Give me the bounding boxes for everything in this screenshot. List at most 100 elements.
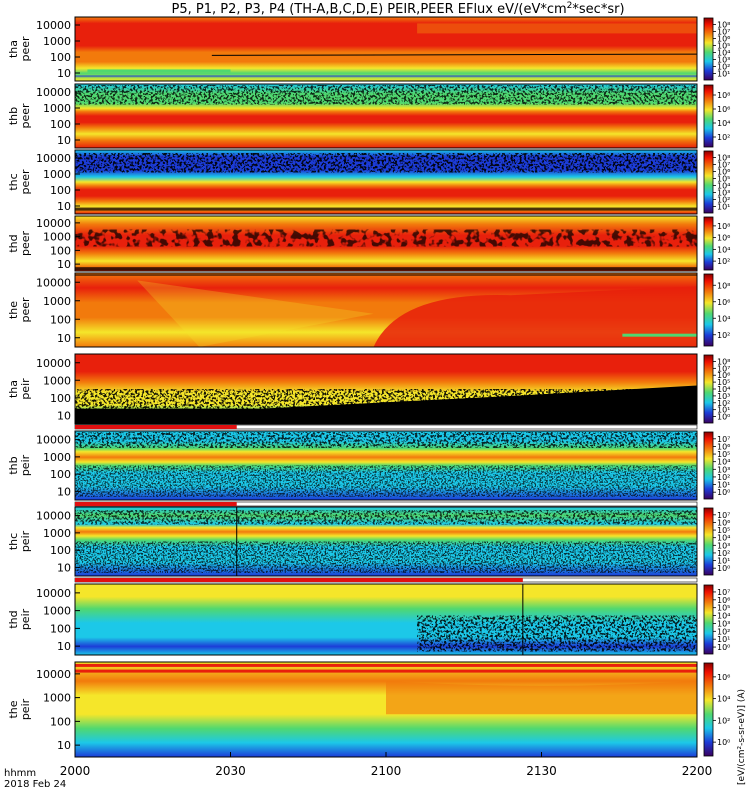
- colorbar-the-peir: 10⁶ 10⁴ 10² 10⁰: [703, 662, 730, 757]
- colorbar-tick-label: 10⁶: [717, 673, 730, 682]
- colorbar-tick-label: 10³: [717, 392, 730, 401]
- colorbar-tick-label: 10¹: [717, 203, 730, 212]
- colorbar-tick-label: 10⁶: [717, 168, 730, 177]
- ytick-label: 10: [57, 134, 71, 147]
- ytick-label: 10000: [36, 152, 71, 165]
- ytick-label: 1000: [43, 168, 71, 181]
- colorbar-tick-label: 10⁷: [717, 364, 730, 373]
- colorbar-tick-label: 10¹: [717, 406, 730, 415]
- colorbar-tick-label: 10²: [717, 549, 730, 558]
- colorbar-tick-label: 10⁶: [717, 442, 730, 451]
- status-bar-fill: [75, 425, 237, 429]
- colorbar-tick-label: 10⁶: [717, 105, 730, 114]
- panel-probe-label: thb: [7, 107, 20, 125]
- colorbar-tick-label: 10⁰: [717, 643, 730, 652]
- chart-title: P5, P1, P2, P3, P4 (TH-A,B,C,D,E) PEIR,P…: [171, 1, 624, 17]
- xtick-label: 2100: [371, 764, 402, 778]
- ytick-label: 10000: [36, 86, 71, 99]
- panel-product-label: peer: [19, 36, 32, 62]
- panel-probe-label: tha: [7, 380, 20, 398]
- colorbar-tick-label: 10⁰: [717, 413, 730, 422]
- colorbar-tick-label: 10²: [717, 399, 730, 408]
- panel-thb-peer: 10000 1000 100 10 thb peer 10⁸ 10⁶ 10⁴ 10²: [7, 83, 730, 149]
- ytick-label: 100: [50, 244, 71, 257]
- colorbar-tick-label: 10⁵: [717, 526, 730, 535]
- panel-product-label: peer: [19, 103, 32, 129]
- colorbar-thd-peer: 10⁸ 10⁶ 10⁴ 10²: [703, 216, 730, 271]
- colorbar-tick-label: 10³: [717, 541, 730, 550]
- panel-product-label: peer: [19, 297, 32, 323]
- status-bar-fill: [75, 578, 523, 582]
- colorbar-tick-label: 10⁴: [717, 458, 730, 467]
- colorbar-tick-label: 10¹: [717, 70, 730, 79]
- colorbar-tick-label: 10⁸: [717, 357, 730, 366]
- panel-probe-label: the: [7, 700, 20, 718]
- panel-product-label: peir: [19, 608, 32, 630]
- xtick-label: 2000: [60, 764, 91, 778]
- ytick-label: 1000: [43, 102, 71, 115]
- ytick-label: 1000: [43, 605, 71, 618]
- colorbar-tick-label: 10³: [717, 465, 730, 474]
- ytick-label: 100: [50, 622, 71, 635]
- colorbar-tick-label: 10⁴: [717, 182, 730, 191]
- colorbar-tick-label: 10²: [717, 133, 730, 142]
- colorbar-tick-label: 10¹: [717, 481, 730, 490]
- ytick-label: 10000: [36, 217, 71, 230]
- panel-probe-label: thd: [7, 234, 20, 252]
- panel-product-label: peir: [19, 530, 32, 552]
- panel-probe-label: thd: [7, 610, 20, 628]
- panel-the-peer: 10000 1000 100 10 the peer 10⁸ 10⁶ 10⁴ 10²: [7, 272, 730, 348]
- colorbar-tick-label: 10²: [717, 331, 730, 340]
- x-axis-label-date: 2018 Feb 24: [4, 779, 66, 790]
- colorbar-tick-label: 10²: [717, 63, 730, 72]
- ytick-label: 100: [50, 392, 71, 405]
- ytick-label: 100: [50, 313, 71, 326]
- x-axis: 2000 2030 2100 2130 2200: [60, 752, 713, 778]
- ytick-label: 1000: [43, 35, 71, 48]
- colorbar-tick-label: 10¹: [717, 635, 730, 644]
- colorbar-tick-label: 10⁵: [717, 450, 730, 459]
- colorbar-tick-label: 10⁴: [717, 314, 730, 323]
- ytick-label: 100: [50, 544, 71, 557]
- xtick-label: 2200: [682, 764, 713, 778]
- panel-probe-label: thc: [7, 173, 20, 190]
- colorbar-tick-label: 10⁶: [717, 298, 730, 307]
- ytick-label: 10: [57, 332, 71, 345]
- colorbar-tick-label: 10⁴: [717, 245, 730, 254]
- colorbar-tick-label: 10⁰: [717, 738, 730, 747]
- panel-probe-label: tha: [7, 40, 20, 58]
- ytick-label: 100: [50, 51, 71, 64]
- colorbar-tick-label: 10⁴: [717, 695, 730, 704]
- panel-probe-label: thc: [7, 533, 20, 550]
- colorbar-tick-label: 10²: [717, 257, 730, 266]
- ytick-label: 10000: [36, 434, 71, 447]
- panel-product-label: peer: [19, 231, 32, 257]
- colorbar-tick-label: 10²: [717, 473, 730, 482]
- ytick-label: 10000: [36, 668, 71, 681]
- ytick-label: 10000: [36, 357, 71, 370]
- ytick-label: 100: [50, 715, 71, 728]
- ytick-label: 10: [57, 485, 71, 498]
- colorbar-tick-label: 10⁶: [717, 234, 730, 243]
- colorbar-tick-label: 10⁷: [717, 511, 730, 520]
- colorbar-tick-label: 10⁰: [717, 488, 730, 497]
- colorbar-tick-label: 10²: [717, 196, 730, 205]
- colorbar-tick-label: 10⁸: [717, 91, 730, 100]
- colorbar-tick-label: 10⁴: [717, 119, 730, 128]
- colorbar-tick-label: 10⁶: [717, 596, 730, 605]
- colorbar-tick-label: 10⁶: [717, 518, 730, 527]
- ytick-label: 10: [57, 739, 71, 752]
- colorbar-unit-label: [eV/(cm²-s-sr-eV)] (A): [737, 689, 747, 785]
- colorbar-tick-label: 10⁴: [717, 49, 730, 58]
